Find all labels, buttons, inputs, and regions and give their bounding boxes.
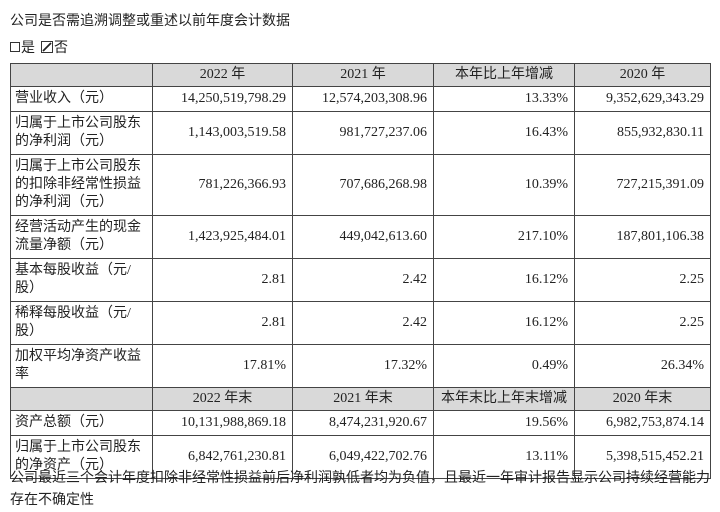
checkbox-checked <box>41 41 53 53</box>
cell-value: 10.39% <box>433 154 575 216</box>
data-row: 稀释每股收益（元/股） 2.81 2.42 16.12% 2.25 <box>10 301 711 345</box>
cell-value: 2.81 <box>152 258 293 302</box>
header-cell: 2021 年 <box>292 63 434 87</box>
check-mark <box>42 42 52 52</box>
row-label: 归属于上市公司股东的净资产（元） <box>10 435 153 479</box>
cell-value: 19.56% <box>433 410 575 436</box>
cell-value: 2.42 <box>292 258 434 302</box>
cell-value: 2.25 <box>574 301 711 345</box>
data-row: 归属于上市公司股东的净资产（元） 6,842,761,230.81 6,049,42… <box>10 435 711 479</box>
cell-value: 6,842,761,230.81 <box>152 435 293 479</box>
cell-value: 981,727,237.06 <box>292 111 434 155</box>
cell-value: 6,049,422,702.76 <box>292 435 434 479</box>
option-label: 是 <box>21 41 35 56</box>
data-row: 归属于上市公司股东的扣除非经常性损益的净利润（元） 781,226,366.93 7… <box>10 154 711 216</box>
cell-value: 9,352,629,343.29 <box>574 86 711 112</box>
cell-value: 12,574,203,308.96 <box>292 86 434 112</box>
row-label: 加权平均净资产收益率 <box>10 344 153 388</box>
cell-value: 217.10% <box>433 215 575 259</box>
cell-value: 2.42 <box>292 301 434 345</box>
cell-value: 2.81 <box>152 301 293 345</box>
header-cell: 本年比上年增减 <box>433 63 575 87</box>
cell-value: 727,215,391.09 <box>574 154 711 216</box>
data-row: 归属于上市公司股东的净利润（元） 1,143,003,519.58 981,727,… <box>10 111 711 155</box>
row-label: 归属于上市公司股东的扣除非经常性损益的净利润（元） <box>10 154 153 216</box>
data-row: 资产总额（元） 10,131,988,869.18 8,474,231,920.67… <box>10 410 711 436</box>
data-row: 营业收入（元） 14,250,519,798.29 12,574,203,308.9… <box>10 86 711 112</box>
cell-value: 16.43% <box>433 111 575 155</box>
header-cell: 2020 年末 <box>574 387 711 411</box>
row-label: 资产总额（元） <box>10 410 153 436</box>
cell-value: 16.12% <box>433 258 575 302</box>
row-label: 归属于上市公司股东的净利润（元） <box>10 111 153 155</box>
header-cell-blank <box>10 387 153 411</box>
cell-value: 13.33% <box>433 86 575 112</box>
header-row: 2022 年 2021 年本年比上年增减 2020 年 <box>10 63 711 87</box>
header-cell: 2022 年 <box>152 63 293 87</box>
header-cell-blank <box>10 63 153 87</box>
cell-value: 781,226,366.93 <box>152 154 293 216</box>
cell-value: 6,982,753,874.14 <box>574 410 711 436</box>
row-label: 稀释每股收益（元/股） <box>10 301 153 345</box>
header-cell: 2020 年 <box>574 63 711 87</box>
row-label: 基本每股收益（元/股） <box>10 258 153 302</box>
cell-value: 16.12% <box>433 301 575 345</box>
header-cell: 2021 年末 <box>292 387 434 411</box>
cell-value: 26.34% <box>574 344 711 388</box>
footer-note: 公司最近三个会计年度扣除非经常性损益前后净利润孰低者均为负值，且最近一年审计报告… <box>10 471 710 508</box>
cell-value: 0.49% <box>433 344 575 388</box>
cell-value: 1,423,925,484.01 <box>152 215 293 259</box>
data-row: 加权平均净资产收益率 17.81% 17.32% 0.49% 26.34% <box>10 344 711 388</box>
row-label: 经营活动产生的现金流量净额（元） <box>10 215 153 259</box>
header-cell: 2022 年末 <box>152 387 293 411</box>
cell-value: 17.32% <box>292 344 434 388</box>
cell-value: 2.25 <box>574 258 711 302</box>
checkbox <box>10 42 20 52</box>
cell-value: 8,474,231,920.67 <box>292 410 434 436</box>
cell-value: 707,686,268.98 <box>292 154 434 216</box>
cell-value: 449,042,613.60 <box>292 215 434 259</box>
header-cell: 本年末比上年末增减 <box>433 387 575 411</box>
cell-value: 10,131,988,869.18 <box>152 410 293 436</box>
data-row: 基本每股收益（元/股） 2.81 2.42 16.12% 2.25 <box>10 258 711 302</box>
data-row: 经营活动产生的现金流量净额（元） 1,423,925,484.01 449,042,… <box>10 215 711 259</box>
table-body: 2022 年 2021 年本年比上年增减 2020 年营业收入（元） 14,250,5… <box>10 63 711 479</box>
cell-value: 187,801,106.38 <box>574 215 711 259</box>
option-label: 否 <box>54 41 68 56</box>
cell-value: 14,250,519,798.29 <box>152 86 293 112</box>
cell-value: 1,143,003,519.58 <box>152 111 293 155</box>
cell-value: 855,932,830.11 <box>574 111 711 155</box>
row-label: 营业收入（元） <box>10 86 153 112</box>
options: 是 否 <box>10 37 68 57</box>
cell-value: 17.81% <box>152 344 293 388</box>
cell-value: 5,398,515,452.21 <box>574 435 711 479</box>
title: 公司是否需追溯调整或重述以前年度会计数据 <box>10 14 290 29</box>
data-table: 2022 年 2021 年本年比上年增减 2020 年营业收入（元） 14,250,5… <box>10 63 711 479</box>
cell-value: 13.11% <box>433 435 575 479</box>
header-row: 2022 年末 2021 年末 本年末比上年末增减 2020 年末 <box>10 387 711 411</box>
